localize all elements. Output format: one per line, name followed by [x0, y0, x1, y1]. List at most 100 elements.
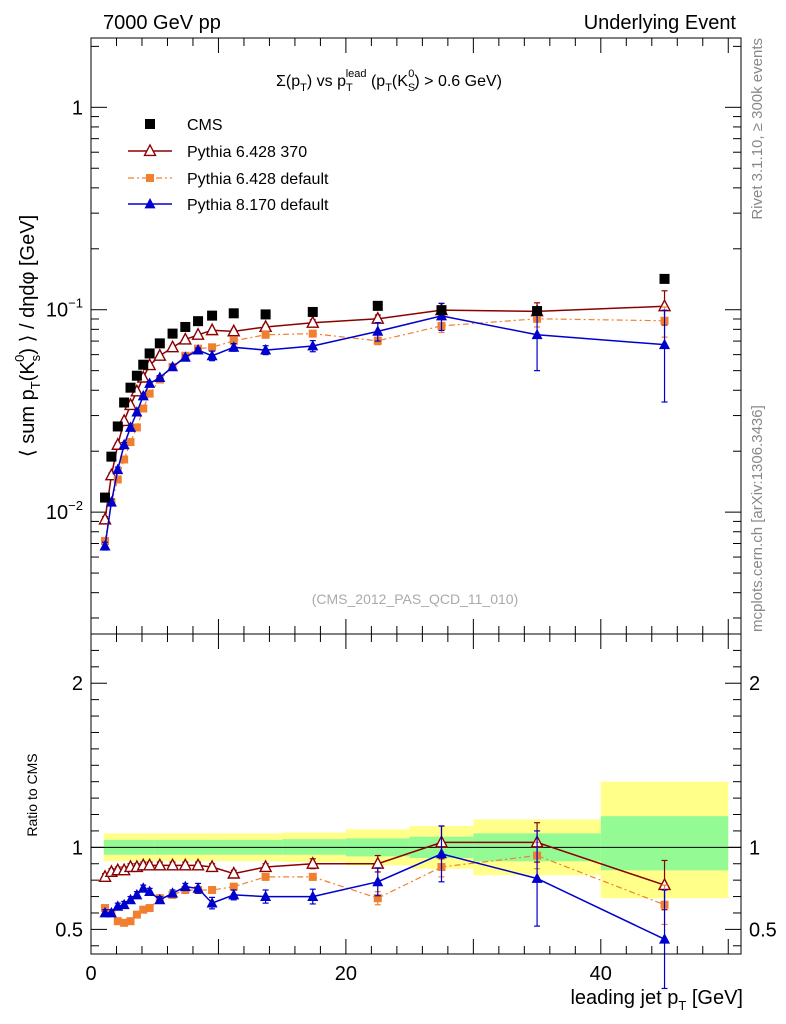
data-point: [229, 336, 238, 345]
data-point: [178, 332, 192, 345]
data-point: [131, 370, 142, 381]
main-panel: 1 10−1 10−2: [46, 38, 741, 634]
data-point: [106, 451, 117, 462]
data-point: [165, 339, 180, 353]
main-y-axis-label: ⟨ sum pT(Ks0) ⟩ / dηdφ [GeV]: [12, 215, 43, 457]
data-point: [191, 327, 205, 340]
data-point: [260, 309, 271, 320]
data-point: [205, 322, 219, 336]
data-point: [144, 377, 156, 388]
data-point: [179, 880, 191, 892]
legend-label: Pythia 8.170 default: [187, 197, 329, 214]
data-point: [178, 857, 192, 871]
data-point: [132, 910, 141, 919]
legend: CMS Pythia 6.428 370 Pythia 6.428 default P…: [128, 117, 329, 214]
data-point: [118, 898, 130, 910]
data-point: [260, 344, 272, 355]
data-point: [144, 197, 156, 209]
data-point: [113, 917, 122, 926]
data-point: [125, 382, 136, 393]
legend-label: Pythia 6.428 370: [187, 144, 307, 161]
data-point: [144, 885, 156, 897]
ratio-y-tick-label: 2: [72, 673, 83, 695]
legend-label: CMS: [187, 117, 223, 134]
x-tick-label: 20: [335, 963, 357, 985]
data-point: [192, 882, 204, 893]
data-point: [372, 875, 384, 887]
data-point: [373, 894, 382, 903]
data-point: [206, 349, 218, 361]
data-point: [229, 882, 238, 891]
data-point: [659, 933, 671, 944]
data-point: [125, 893, 137, 905]
x-tick-label: 40: [590, 963, 612, 985]
ratio-plot-frame: [90, 633, 742, 955]
data-point: [126, 438, 135, 447]
data-point: [306, 856, 320, 869]
data-point: [208, 886, 217, 894]
data-point: [138, 359, 149, 370]
data-point: [228, 341, 240, 352]
data-point: [307, 890, 319, 901]
data-point: [119, 397, 130, 408]
data-point: [143, 143, 157, 157]
data-point: [105, 906, 117, 918]
data-point: [167, 887, 179, 898]
data-point: [208, 343, 217, 352]
main-title: Σ(pT) vs pTlead (pT(KS0) > 0.6 GeV): [276, 68, 502, 94]
data-point: [145, 389, 154, 398]
data-point: [146, 174, 154, 182]
data-point: [306, 315, 320, 328]
series-line: [104, 315, 665, 547]
data-point: [372, 300, 383, 311]
side-text-rivet: Rivet 3.1.10, ≥ 300k events: [749, 38, 766, 220]
data-point: [132, 423, 141, 432]
data-point: [207, 310, 218, 321]
data-point: [307, 306, 318, 317]
data-point: [193, 316, 204, 327]
data-point: [165, 857, 180, 871]
data-point: [153, 857, 167, 871]
y-tick-label: 1: [72, 97, 83, 119]
data-point: [137, 389, 149, 401]
ratio-y-axis-label: Ratio to CMS: [24, 753, 40, 836]
data-point: [112, 421, 123, 432]
data-point: [139, 404, 148, 413]
data-point: [125, 421, 137, 432]
ratio-y-tick-label: 0.5: [55, 919, 83, 941]
data-point: [154, 893, 166, 905]
data-point: [137, 882, 149, 893]
data-point: [145, 904, 154, 913]
data-point: [308, 329, 317, 338]
data-point: [372, 325, 384, 336]
data-point: [153, 348, 167, 361]
data-point: [228, 888, 240, 900]
data-point: [139, 905, 148, 914]
data-point: [100, 492, 111, 503]
data-point: [126, 917, 135, 926]
ratio-y-tick-label: 1: [72, 837, 83, 859]
data-point: [167, 328, 178, 339]
data-point: [112, 463, 124, 475]
data-point: [113, 475, 122, 484]
side-text-mcplots: mcplots.cern.ch [arXiv:1306.3436]: [749, 405, 766, 632]
header-right: Underlying Event: [584, 12, 737, 34]
data-point: [154, 371, 166, 383]
legend-label: Pythia 6.428 default: [187, 171, 329, 188]
data-point: [531, 872, 543, 883]
analysis-label: (CMS_2012_PAS_QCD_11_010): [312, 591, 519, 607]
data-point: [228, 308, 239, 319]
data-point: [180, 321, 191, 332]
data-point: [205, 859, 219, 873]
data-point: [435, 847, 447, 859]
data-point: [192, 344, 204, 355]
ratio-y-tick-label-right: 2: [749, 673, 760, 695]
data-point: [659, 338, 671, 350]
data-point: [436, 305, 447, 316]
header-left: 7000 GeV pp: [103, 12, 221, 34]
data-point: [191, 857, 205, 871]
data-point: [261, 330, 270, 339]
x-tick-label: 0: [85, 963, 96, 985]
data-point: [227, 866, 241, 879]
